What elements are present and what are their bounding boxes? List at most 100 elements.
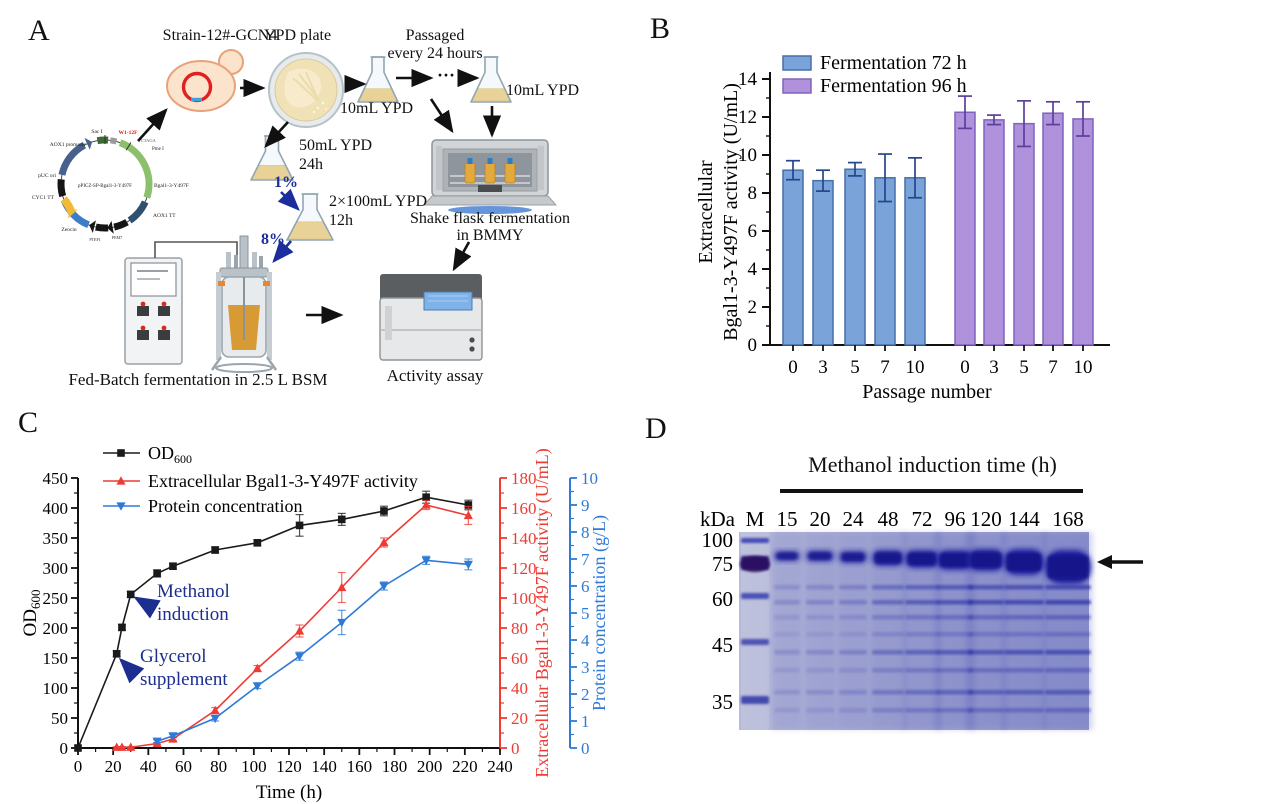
ypd-plate-icon (268, 52, 344, 128)
svg-text:10: 10 (906, 357, 925, 378)
lane-label: 48 (878, 507, 899, 531)
flask2-label: 10mL YPD (506, 82, 580, 99)
shaker-incubator-icon (422, 139, 558, 214)
svg-text:200: 200 (43, 619, 69, 638)
gel-title-underline (780, 489, 1083, 493)
plasmid-site-top: Sac I (91, 129, 102, 135)
svg-text:5: 5 (850, 357, 860, 378)
svg-text:150: 150 (43, 649, 69, 668)
panel-c-label: C (18, 406, 39, 439)
x-axis-title: Passage number (862, 381, 992, 403)
svg-text:0: 0 (748, 335, 758, 356)
svg-text:3: 3 (989, 357, 999, 378)
svg-text:9: 9 (581, 496, 590, 515)
svg-text:80: 80 (511, 619, 528, 638)
y-axis-title-od: OD600 (20, 590, 43, 637)
svg-text:8: 8 (581, 523, 590, 542)
svg-text:2: 2 (581, 685, 590, 704)
plasmid-segment (96, 136, 109, 145)
svg-text:100: 100 (43, 679, 69, 698)
svg-text:180: 180 (511, 469, 537, 488)
plasmid-segment (113, 219, 129, 231)
plasmid-aox1tt-label: AOX1 TT (153, 213, 176, 219)
svg-text:220: 220 (452, 757, 478, 776)
bar (954, 111, 976, 346)
lane-label: 168 (1052, 507, 1084, 531)
workflow-diagram: Sac I AOX1 promoter W1-12F TCTAGA Pme I … (32, 49, 558, 373)
svg-text:3: 3 (818, 357, 828, 378)
svg-text:160: 160 (511, 499, 537, 518)
svg-text:250: 250 (43, 589, 69, 608)
svg-text:180: 180 (382, 757, 408, 776)
bar (844, 168, 866, 346)
series-1 (112, 499, 473, 751)
seed1-time: 24h (299, 156, 323, 173)
svg-text:300: 300 (43, 559, 69, 578)
svg-text:4: 4 (581, 631, 590, 650)
panel-d-label: D (645, 412, 667, 445)
inoculum-1pct-label: 1% (274, 174, 298, 191)
legend-label: Extracellular Bgal1-3-Y497F activity (148, 471, 418, 491)
plasmid-seq: TCTAGA (138, 138, 157, 143)
lane-label: 144 (1008, 507, 1040, 531)
svg-text:5: 5 (581, 604, 590, 623)
bioreactor-icon (154, 235, 278, 373)
flask-icons (250, 56, 512, 241)
svg-text:0: 0 (960, 357, 970, 378)
svg-text:200: 200 (417, 757, 443, 776)
x-ticks: 0 3 5 7 10 0 3 5 7 10 (788, 345, 1093, 378)
bar-series-0 (782, 153, 926, 346)
bar (1072, 118, 1094, 346)
plasmid-zeocin-label: Zeocin (61, 227, 77, 233)
svg-text:6: 6 (581, 577, 590, 596)
svg-text:induction: induction (157, 604, 229, 625)
plasmid-labels: Sac I AOX1 promoter W1-12F TCTAGA Pme I … (32, 129, 189, 242)
shake-label-line1: Shake flask fermentation (410, 210, 570, 227)
svg-text:50: 50 (51, 709, 68, 728)
seed2-time: 12h (329, 212, 353, 229)
plasmid-name: pPICZ-SP-Bgal1-3-Y497F (78, 184, 132, 189)
plasmid-segment (118, 139, 153, 199)
y-axis-title-protein: Protein concentration (g/L) (589, 515, 610, 711)
plasmid-gene-label: Bgal1-3-Y497F (154, 183, 189, 189)
legend-swatch (782, 78, 812, 94)
marker-kda-value: 75 (712, 552, 733, 576)
lane-label: 120 (970, 507, 1002, 531)
target-band-arrow (1097, 555, 1143, 569)
inoculation-arrows (272, 188, 300, 263)
svg-text:160: 160 (347, 757, 373, 776)
svg-text:14: 14 (738, 69, 758, 90)
svg-text:Glycerol: Glycerol (140, 646, 206, 667)
strain-label: Strain-12#-GCN4 (162, 27, 278, 44)
marker-kda-value: 100 (702, 528, 734, 552)
svg-text:0: 0 (581, 739, 590, 758)
legend: OD600 Extracellular Bgal1-3-Y497F activit… (103, 443, 418, 516)
svg-text:3: 3 (581, 658, 590, 677)
svg-text:8: 8 (748, 183, 758, 204)
svg-text:Methanol: Methanol (157, 581, 230, 602)
marker-lane-label: M (746, 507, 765, 531)
series-2 (152, 555, 473, 747)
assay-label: Activity assay (386, 366, 484, 385)
lane-label: 24 (843, 507, 865, 531)
flask-glass (357, 56, 399, 103)
right-axis-protein: 0 1 2 3 4 5 6 7 8 9 10 (569, 469, 598, 758)
svg-text:2: 2 (748, 297, 758, 318)
plate-label: YPD plate (264, 27, 332, 44)
plasmid-segment (127, 200, 149, 224)
passage-note-line2: every 24 hours (387, 45, 483, 62)
legend-label: OD600 (148, 443, 192, 466)
controller-icon (124, 257, 183, 365)
svg-text:80: 80 (210, 757, 227, 776)
svg-text:7: 7 (880, 357, 890, 378)
svg-text:0: 0 (74, 757, 83, 776)
plasmid-ptef1-label: PTEF1 (89, 237, 100, 242)
plasmid-map (57, 135, 153, 234)
seed2-label: 2×100mL YPD (329, 193, 428, 210)
svg-text:40: 40 (140, 757, 157, 776)
